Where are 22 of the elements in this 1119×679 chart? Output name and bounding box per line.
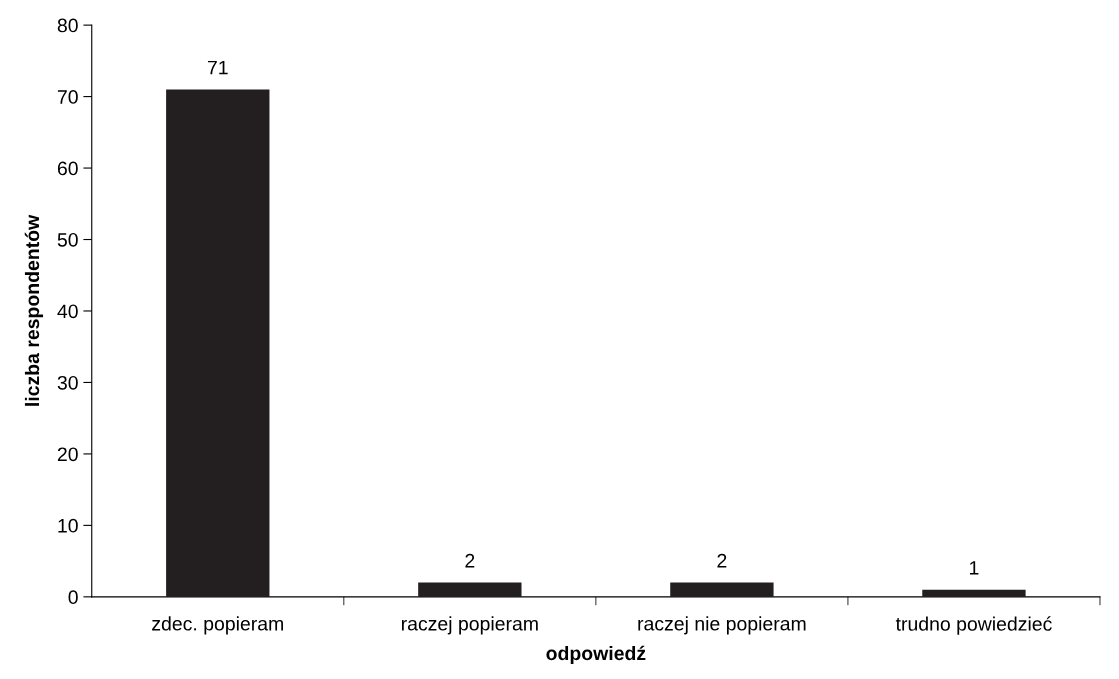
bar bbox=[166, 89, 270, 597]
y-tick-label: 20 bbox=[57, 447, 78, 462]
y-tick-label: 80 bbox=[57, 18, 78, 33]
x-tick-label: raczej nie popieram bbox=[638, 616, 806, 635]
y-axis-title: liczba respondentów bbox=[24, 214, 44, 406]
data-label: 1 bbox=[970, 561, 979, 575]
y-tick-label: 40 bbox=[57, 304, 78, 319]
x-tick-label: trudno powiedzieć bbox=[895, 616, 1052, 635]
data-label: 71 bbox=[207, 60, 228, 75]
y-tick-label: 0 bbox=[68, 590, 78, 605]
y-tick-label: 10 bbox=[58, 518, 78, 533]
y-tick-label: 70 bbox=[57, 90, 78, 104]
y-tick-label: 60 bbox=[57, 161, 78, 176]
data-label: 2 bbox=[717, 553, 727, 568]
bar bbox=[418, 582, 522, 597]
y-tick-label: 30 bbox=[57, 375, 78, 390]
x-tick-label: raczej popieram bbox=[401, 616, 538, 635]
x-axis-title: odpowiedź bbox=[546, 645, 646, 665]
data-label: 2 bbox=[465, 553, 475, 568]
bar bbox=[670, 582, 774, 597]
y-tick-label: 50 bbox=[57, 232, 78, 247]
x-tick-label: zdec. popieram bbox=[152, 616, 283, 635]
